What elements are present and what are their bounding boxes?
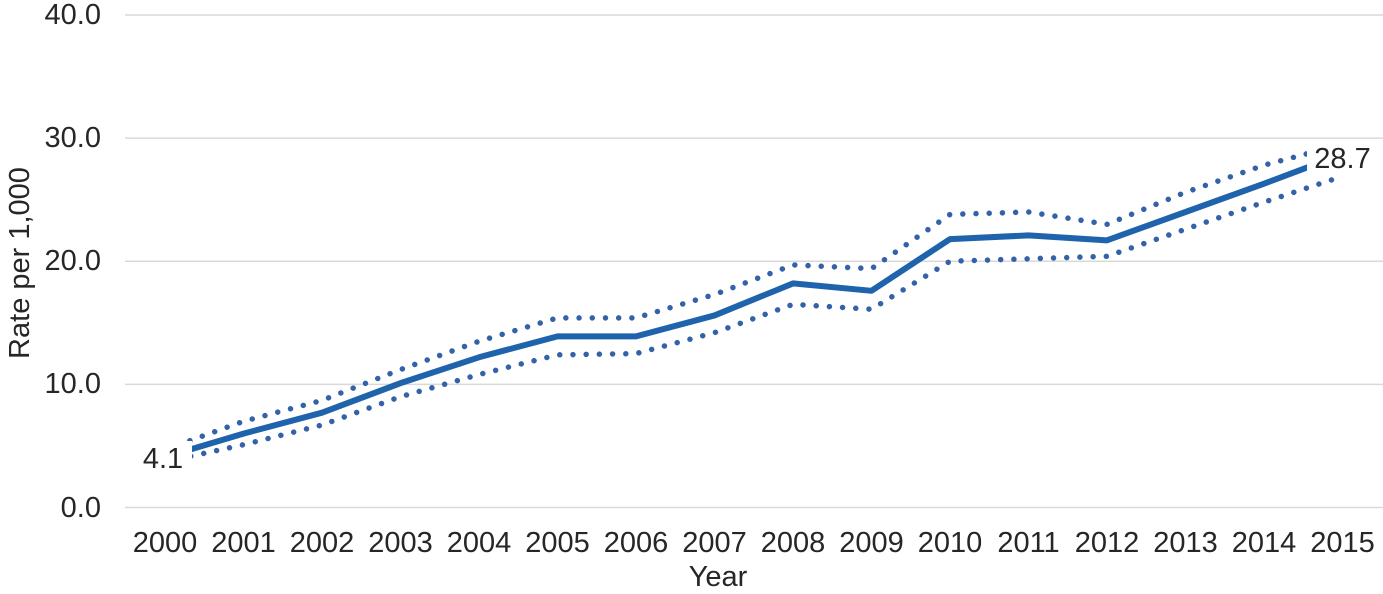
series-lower-ci-line — [162, 173, 1346, 465]
x-tick-label: 2011 — [997, 527, 1060, 559]
y-tick-label: 30.0 — [44, 122, 101, 155]
data-label-last-point: 28.7 — [1306, 141, 1379, 178]
x-tick-label: 2008 — [760, 527, 826, 559]
x-tick-label: 2005 — [525, 527, 590, 559]
x-tick-label: 2004 — [446, 527, 512, 559]
x-tick-label: 2001 — [211, 527, 276, 559]
x-tick-label: 2014 — [1231, 527, 1297, 559]
x-tick-label: 2007 — [682, 527, 747, 559]
data-label-first-point: 4.1 — [134, 441, 192, 478]
x-tick-label: 2009 — [839, 527, 904, 559]
x-tick-label: 2002 — [289, 527, 355, 559]
y-tick-label: 0.0 — [60, 491, 101, 524]
x-tick-label: 2015 — [1310, 527, 1375, 559]
x-axis-title: Year — [688, 561, 748, 593]
x-tick-label: 2003 — [368, 527, 433, 559]
x-tick-label: 2000 — [132, 527, 198, 559]
x-tick-label: 2012 — [1074, 527, 1140, 559]
y-tick-label: 40.0 — [44, 0, 101, 31]
y-tick-label: 20.0 — [44, 245, 101, 278]
x-tick-label: 2010 — [917, 527, 983, 559]
series-upper-ci-line — [162, 141, 1346, 453]
series-rate-line — [162, 151, 1346, 461]
y-axis-title: Rate per 1,000 — [4, 167, 36, 359]
x-tick-label: 2013 — [1153, 527, 1218, 559]
y-tick-label: 10.0 — [44, 368, 101, 401]
x-tick-label: 2006 — [603, 527, 669, 559]
